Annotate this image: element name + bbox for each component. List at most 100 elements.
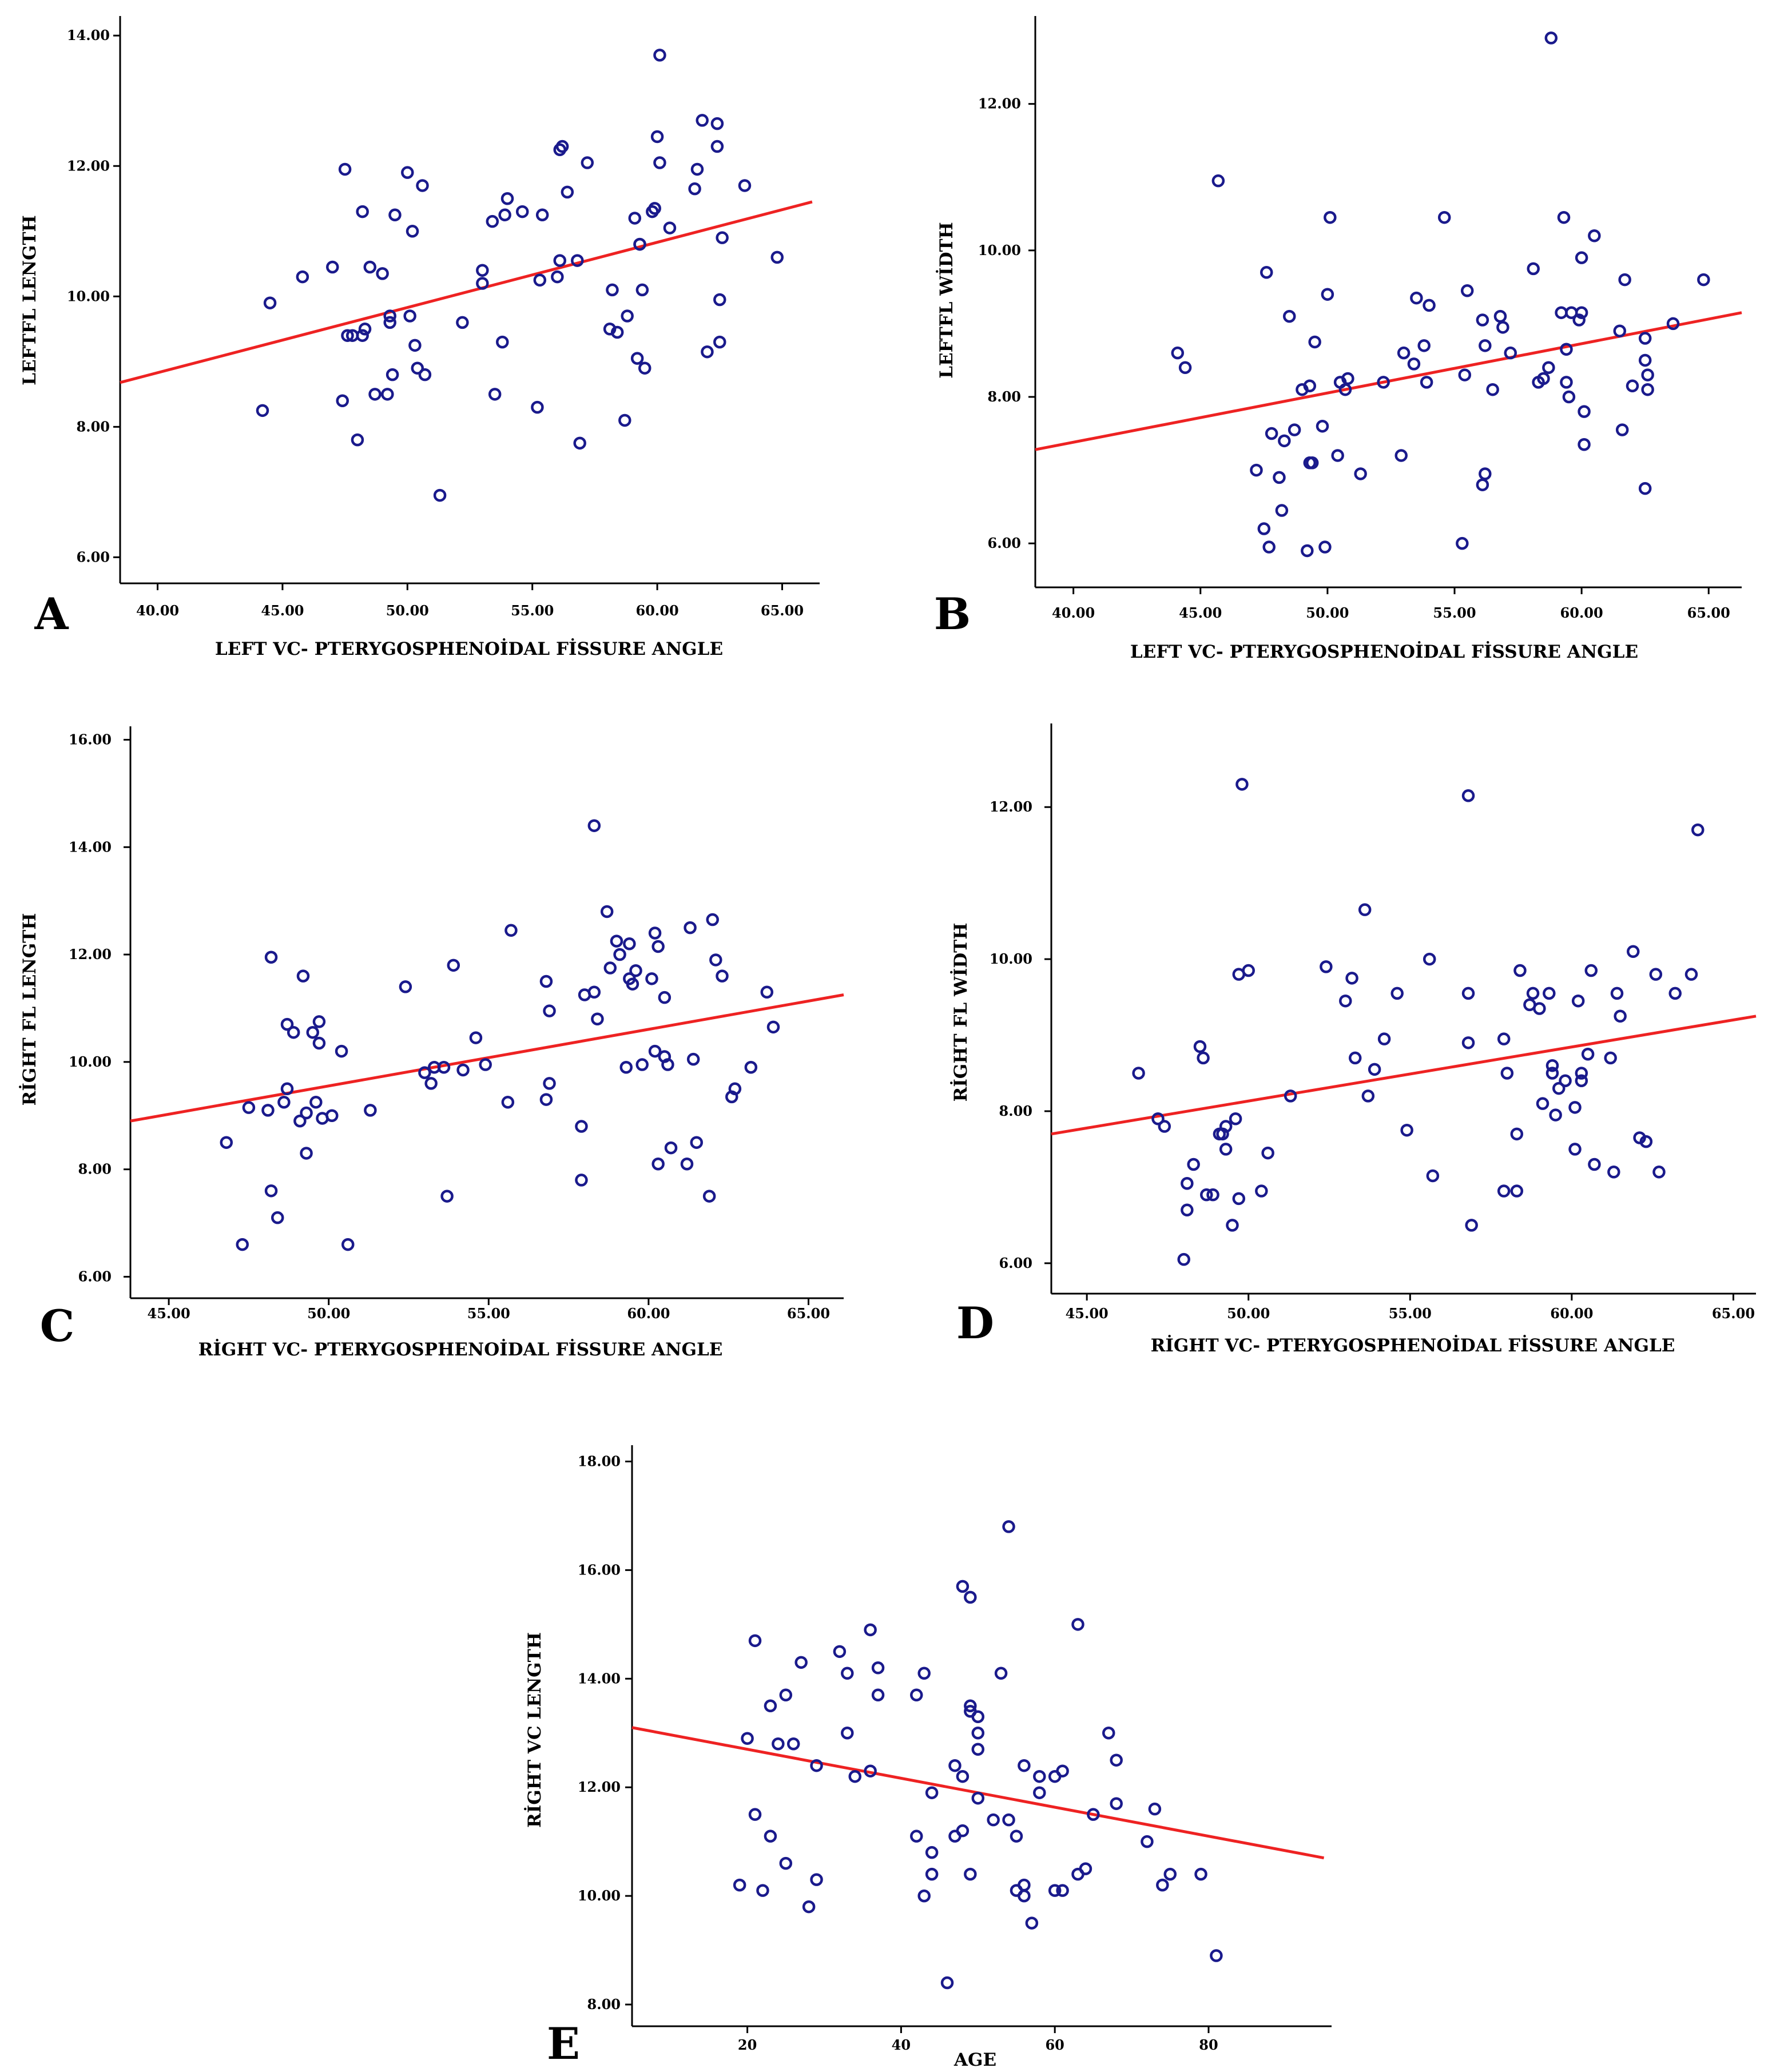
data-point — [539, 975, 553, 988]
data-point — [684, 921, 697, 934]
data-point — [381, 388, 394, 401]
x-tick-label: 55.00 — [1389, 1305, 1432, 1322]
y-tick-label: 10.00 — [990, 951, 1032, 967]
data-point — [1668, 987, 1682, 1000]
panel-letter-c: C — [40, 1301, 75, 1351]
data-point — [619, 1060, 633, 1074]
data-point — [706, 913, 719, 926]
panel-letter-b: B — [934, 588, 971, 639]
x-axis-title-b: LEFT VC- PTERYGOSPHENOİDAL FİSSURE ANGLE — [1130, 641, 1638, 662]
y-tick-label: 12.00 — [69, 946, 112, 963]
data-point — [651, 1158, 665, 1171]
data-point — [1339, 994, 1352, 1008]
data-point — [663, 221, 677, 234]
data-point — [1536, 1097, 1549, 1110]
data-point — [702, 1190, 716, 1203]
data-point — [1079, 1862, 1092, 1875]
data-point — [1284, 1089, 1297, 1103]
data-point — [1110, 1797, 1123, 1810]
data-point — [264, 1184, 278, 1198]
data-point — [833, 1645, 847, 1659]
data-point — [1211, 174, 1225, 188]
data-point — [1557, 210, 1571, 224]
data-point — [296, 969, 310, 983]
data-point — [1575, 251, 1588, 264]
data-point — [713, 335, 726, 349]
y-axis-title-d: RİGHT FL WİDTH — [949, 922, 971, 1101]
data-point — [1613, 324, 1627, 337]
data-point — [263, 296, 277, 309]
data-point — [296, 270, 309, 284]
data-point — [1513, 964, 1527, 977]
data-point — [661, 1058, 674, 1071]
data-point — [1641, 383, 1654, 396]
data-point — [964, 1590, 977, 1604]
data-point — [956, 1824, 970, 1838]
data-point — [971, 1791, 985, 1805]
data-point — [287, 1025, 300, 1039]
data-point — [1018, 1889, 1031, 1903]
panel-letter-e: E — [547, 2018, 580, 2069]
data-point — [293, 1114, 307, 1128]
data-point — [1479, 339, 1492, 352]
data-point — [581, 156, 594, 169]
data-point — [1410, 291, 1423, 305]
data-point — [1604, 1051, 1617, 1065]
data-point — [264, 951, 278, 964]
y-tick-label: 10.00 — [69, 1053, 112, 1070]
data-point — [1461, 987, 1475, 1000]
data-point — [940, 1976, 954, 1990]
y-tick-label: 14.00 — [69, 838, 112, 855]
data-point — [1615, 423, 1629, 436]
data-point — [1641, 368, 1654, 381]
y-tick-label: 18.00 — [578, 1453, 621, 1469]
data-point — [1250, 463, 1263, 477]
data-point — [1479, 467, 1492, 480]
y-tick-label: 12.00 — [978, 96, 1021, 112]
data-point — [1545, 1067, 1559, 1080]
y-tick-label: 12.00 — [578, 1779, 621, 1795]
data-point — [486, 214, 499, 228]
data-point — [1486, 383, 1499, 396]
x-tick-label: 40.00 — [136, 602, 179, 619]
data-point — [1555, 306, 1568, 319]
data-point — [623, 937, 636, 951]
data-point — [864, 1623, 877, 1637]
x-axis-title-d: RİGHT VC- PTERYGOSPHENOİDAL FİSSURE ANGL… — [1151, 1334, 1675, 1356]
data-point — [1320, 960, 1333, 973]
x-tick-label: 65.00 — [1712, 1305, 1755, 1322]
x-tick-label: 60.00 — [627, 1305, 670, 1322]
data-point — [543, 1004, 556, 1017]
data-point — [1545, 1059, 1559, 1072]
data-point — [1465, 1219, 1478, 1232]
data-point — [628, 212, 642, 225]
data-point — [1543, 987, 1556, 1000]
data-point — [280, 1017, 294, 1031]
data-point — [1390, 987, 1404, 1000]
data-point — [587, 985, 601, 999]
y-tick-label: 6.00 — [77, 548, 110, 565]
data-point — [476, 264, 489, 277]
data-point — [1219, 1120, 1233, 1133]
data-point — [1497, 1032, 1511, 1045]
data-point — [1377, 1032, 1391, 1045]
data-point — [437, 1060, 451, 1074]
data-point — [638, 361, 651, 375]
data-point — [1033, 1769, 1046, 1783]
data-point — [1010, 1830, 1023, 1843]
data-point — [551, 270, 564, 284]
data-point — [1496, 321, 1509, 334]
data-point — [1510, 1184, 1524, 1198]
data-point — [571, 254, 584, 267]
data-point — [1194, 1867, 1207, 1881]
data-point — [312, 1015, 326, 1028]
data-point — [1504, 346, 1517, 360]
data-point — [1056, 1764, 1069, 1777]
data-point — [1358, 903, 1372, 916]
data-point — [1638, 353, 1652, 367]
data-point — [1288, 423, 1301, 436]
data-point — [496, 335, 509, 349]
data-point — [1301, 544, 1314, 558]
data-point — [710, 117, 724, 130]
data-point — [1324, 210, 1337, 224]
